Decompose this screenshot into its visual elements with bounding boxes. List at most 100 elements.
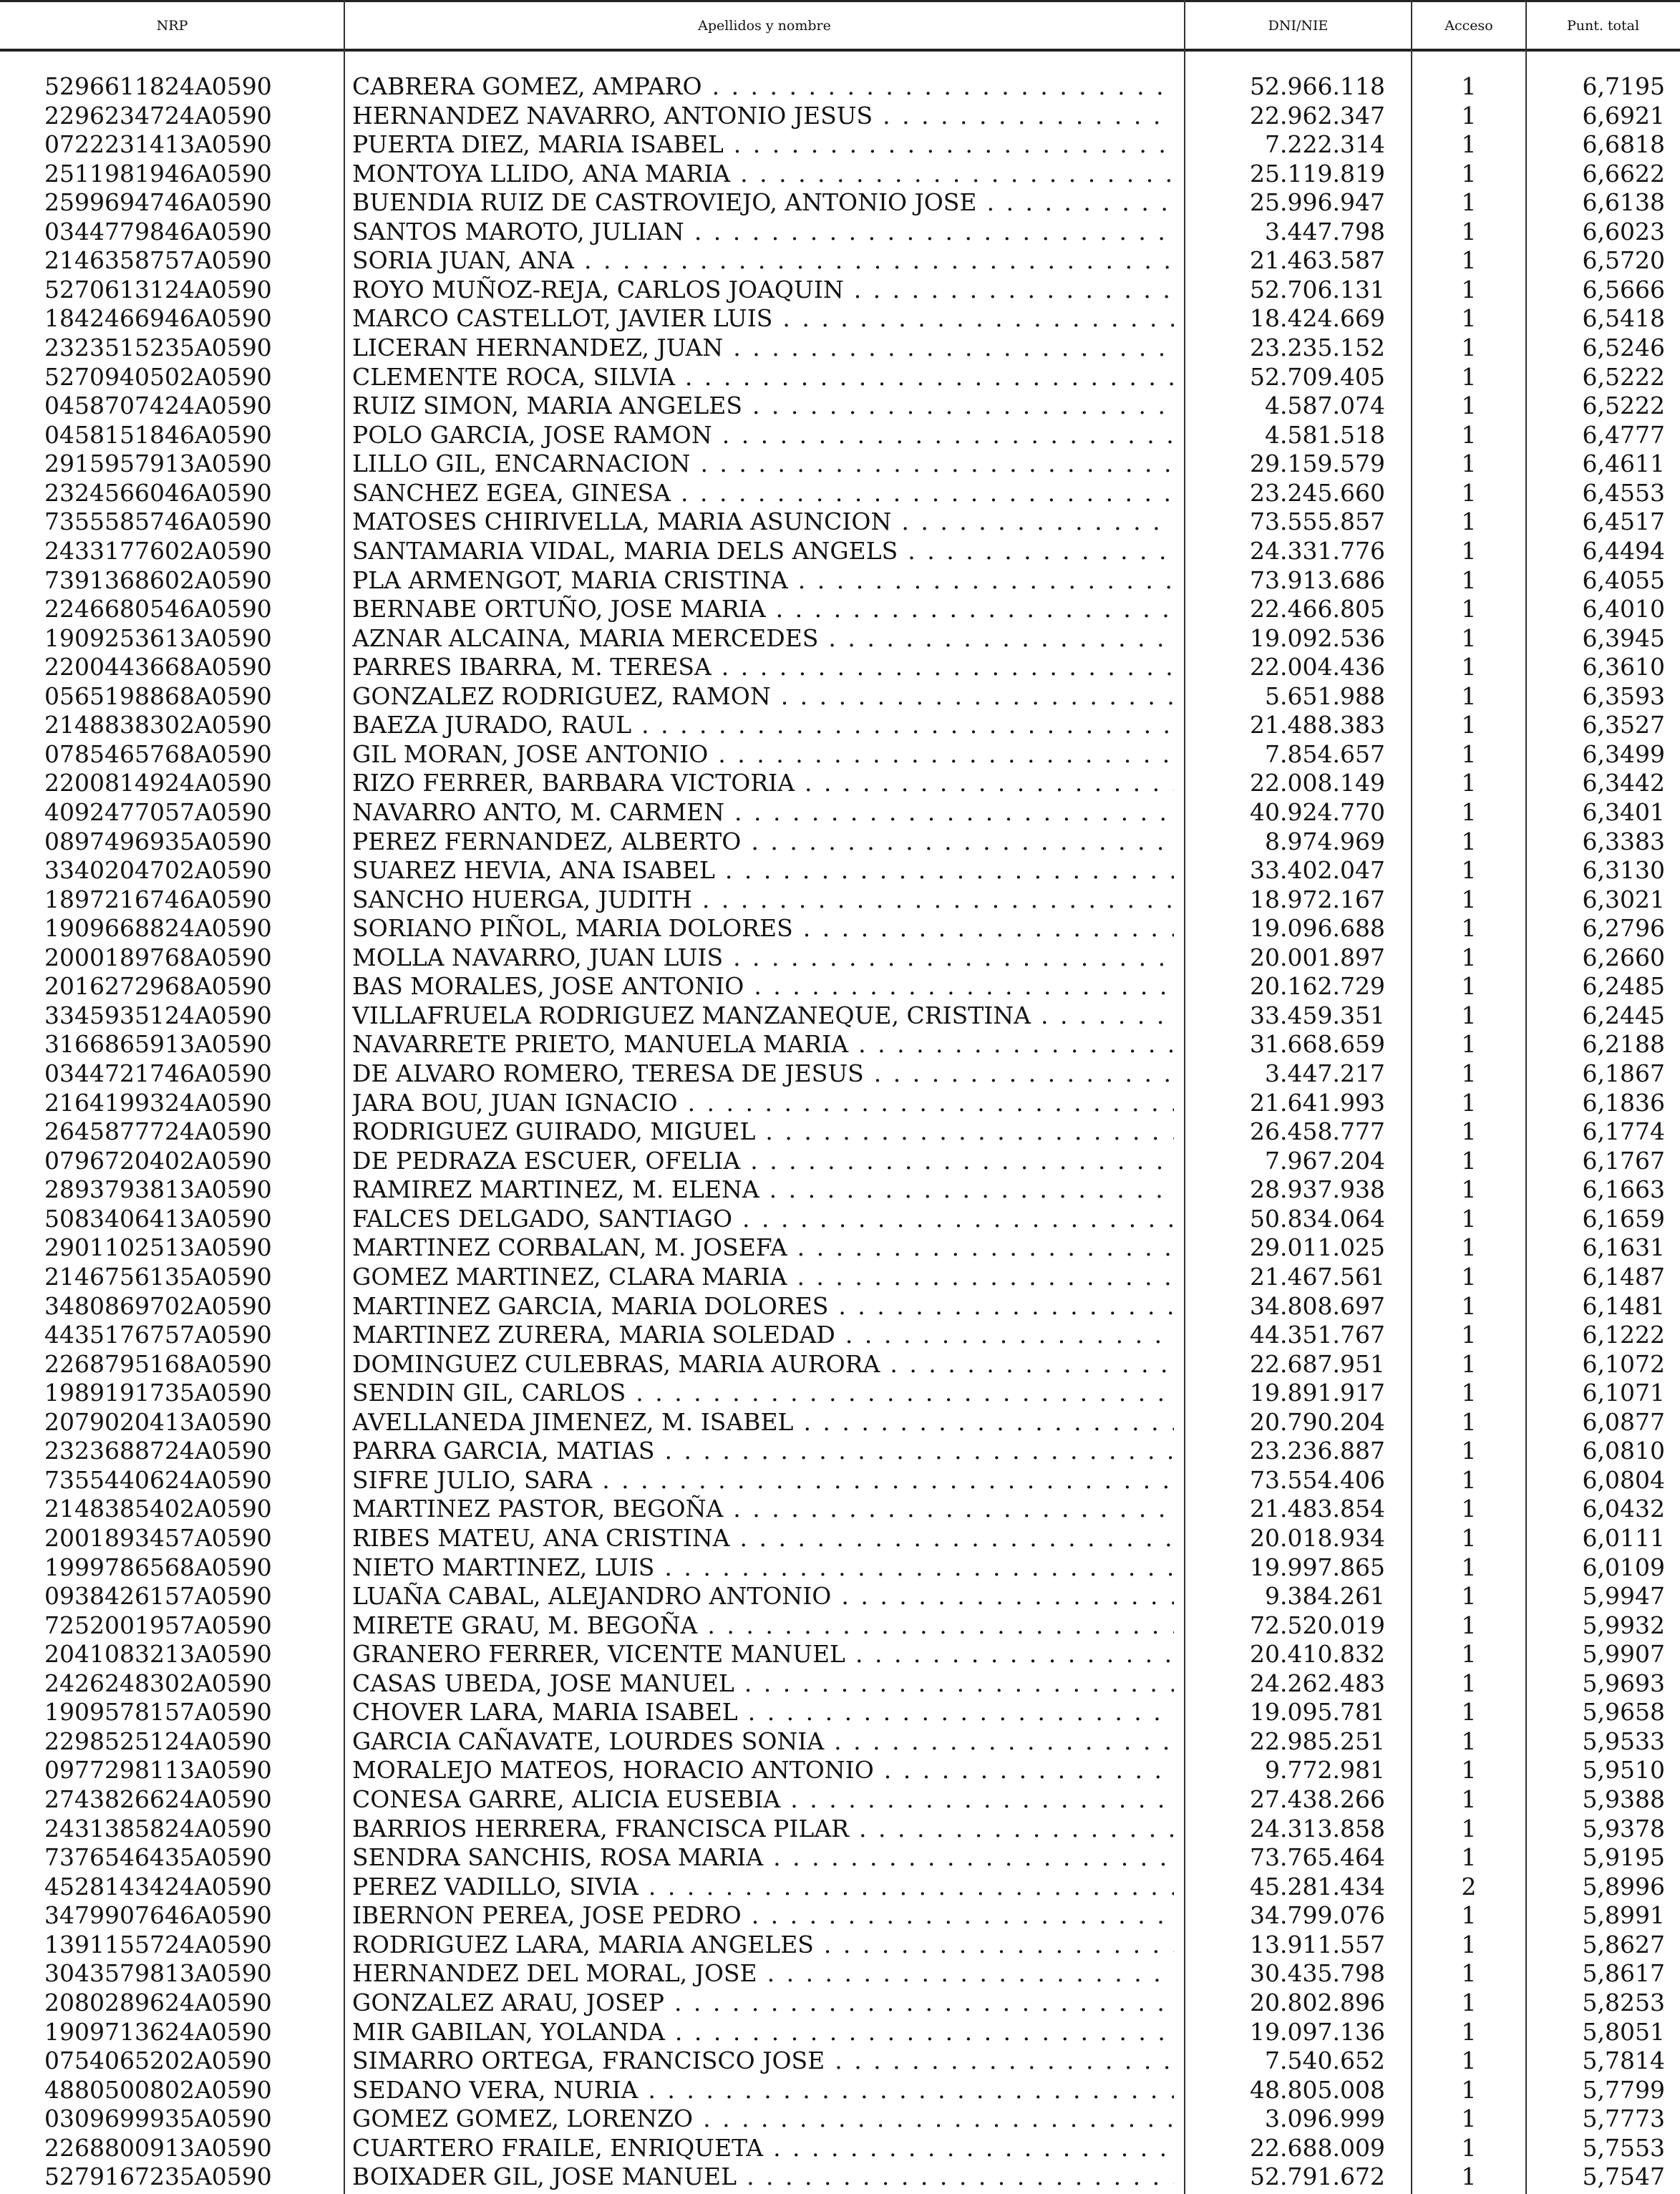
acceso-cell: 1 — [1461, 2133, 1477, 2162]
nrp-cell: 2296234724A0590 — [44, 101, 272, 130]
table-row: 2323515235A0590 LICERAN HERNANDEZ, JUAN .… — [0, 334, 1680, 363]
acceso-cell: 1 — [1461, 1117, 1477, 1146]
dot-leader: . . . . . . . . . . . . . . . . . . . . … — [838, 1291, 1174, 1320]
acceso-cell: 1 — [1461, 739, 1477, 768]
dot-leader: . . . . . . . . . . . . . . . . . . . . … — [687, 1088, 1174, 1117]
name-text: MIR GABILAN, YOLANDA — [352, 2017, 665, 2046]
name-text: BOIXADER GIL, JOSE MANUEL — [352, 2163, 737, 2191]
name-cell: VILLAFRUELA RODRIGUEZ MANZANEQUE, CRISTI… — [352, 1001, 1174, 1030]
acceso-cell: 1 — [1461, 1959, 1477, 1988]
header-name: Apellidos y nombre — [698, 17, 831, 34]
table-row: 2000189768A0590 MOLLA NAVARRO, JUAN LUIS … — [0, 943, 1680, 973]
nrp-cell: 2511981946A0590 — [44, 159, 272, 188]
name-text: NIETO MARTINEZ, LUIS — [352, 1553, 655, 1581]
dot-leader: . . . . . . . . . . . . . . . . . . . . … — [790, 1785, 1174, 1814]
table-row: 1909713624A0590 MIR GABILAN, YOLANDA . . … — [0, 2018, 1680, 2047]
table-row: 2323688724A0590 PARRA GARCIA, MATIAS . . … — [0, 1437, 1680, 1466]
puntuacion-cell: 6,5222 — [1582, 362, 1665, 391]
name-cell: GOMEZ MARTINEZ, CLARA MARIA . . . . . . … — [352, 1263, 1174, 1291]
nrp-cell: 1909668824A0590 — [44, 914, 272, 943]
table-row: 2200443668A0590 PARRES IBARRA, M. TERESA … — [0, 653, 1680, 682]
name-text: MOLLA NAVARRO, JUAN LUIS — [352, 943, 724, 971]
table-row: 1897216746A0590 SANCHO HUERGA, JUDITH . .… — [0, 885, 1680, 915]
puntuacion-cell: 5,8051 — [1582, 2017, 1665, 2046]
name-text: RAMIREZ MARTINEZ, M. ELENA — [352, 1175, 759, 1204]
dot-leader: . . . . . . . . . . . . . . . . . . . . … — [834, 1727, 1174, 1755]
name-text: MARCO CASTELLOT, JAVIER LUIS — [352, 304, 773, 333]
name-text: HERNANDEZ NAVARRO, ANTONIO JESUS — [352, 101, 873, 130]
name-text: MARTINEZ CORBALAN, M. JOSEFA — [352, 1233, 787, 1262]
nrp-cell: 0754065202A0590 — [44, 2047, 272, 2075]
dot-leader: . . . . . . . . . . . . . . . . . . . . … — [664, 1437, 1174, 1465]
acceso-cell: 1 — [1461, 885, 1477, 913]
dni-cell: 40.924.770 — [1250, 798, 1385, 826]
nrp-cell: 0458151846A0590 — [44, 420, 272, 449]
acceso-cell: 1 — [1461, 1698, 1477, 1727]
name-cell: HERNANDEZ NAVARRO, ANTONIO JESUS . . . .… — [352, 102, 1174, 130]
name-cell: LICERAN HERNANDEZ, JUAN . . . . . . . . … — [352, 334, 1174, 362]
puntuacion-cell: 6,4055 — [1582, 566, 1665, 594]
dni-cell: 20.018.934 — [1250, 1524, 1385, 1552]
acceso-cell: 1 — [1461, 1669, 1477, 1697]
nrp-cell: 7376546435A0590 — [44, 1843, 272, 1872]
acceso-cell: 1 — [1461, 1262, 1477, 1291]
name-cell: JARA BOU, JUAN IGNACIO . . . . . . . . .… — [352, 1089, 1174, 1117]
nrp-cell: 7355585746A0590 — [44, 508, 272, 536]
acceso-cell: 1 — [1461, 972, 1477, 1001]
acceso-cell: 1 — [1461, 2075, 1477, 2104]
dni-cell: 22.962.347 — [1250, 101, 1385, 130]
puntuacion-cell: 5,9195 — [1582, 1843, 1665, 1872]
puntuacion-cell: 6,4553 — [1582, 478, 1665, 507]
name-text: BARRIOS HERRERA, FRANCISCA PILAR — [352, 1814, 850, 1843]
name-text: PLA ARMENGOT, MARIA CRISTINA — [352, 566, 788, 594]
dni-cell: 33.402.047 — [1250, 856, 1385, 885]
acceso-cell: 1 — [1461, 914, 1477, 943]
nrp-cell: 4092477057A0590 — [44, 798, 272, 826]
nrp-cell: 7391368602A0590 — [44, 566, 272, 594]
name-cell: SIFRE JULIO, SARA . . . . . . . . . . . … — [352, 1466, 1174, 1495]
puntuacion-cell: 5,7799 — [1582, 2075, 1665, 2104]
dot-leader: . . . . . . . . . . . . . . . . . . . . … — [754, 972, 1174, 1001]
nrp-cell: 2645877724A0590 — [44, 1117, 272, 1146]
dni-cell: 21.641.993 — [1250, 1088, 1385, 1117]
dot-leader: . . . . . . . . . . . . . . . . . . . . … — [674, 1988, 1174, 2016]
dni-cell: 33.459.351 — [1250, 1001, 1385, 1029]
acceso-cell: 1 — [1461, 1321, 1477, 1349]
name-text: FALCES DELGADO, SANTIAGO — [352, 1204, 733, 1233]
puntuacion-cell: 5,8991 — [1582, 1901, 1665, 1930]
table-row: 0565198868A0590 GONZALEZ RODRIGUEZ, RAMON… — [0, 682, 1680, 712]
dot-leader: . . . . . . . . . . . . . . . . . . . . … — [828, 623, 1174, 652]
acceso-cell: 1 — [1461, 711, 1477, 739]
dot-leader: . . . . . . . . . . . . . . . . . . . . … — [747, 2163, 1174, 2191]
table-row: 1391155724A0590 RODRIGUEZ LARA, MARIA ANG… — [0, 1931, 1680, 1960]
dot-leader: . . . . . . . . . . . . . . . . . . . . … — [853, 275, 1174, 304]
dni-cell: 19.891.917 — [1250, 1379, 1385, 1407]
name-text: JARA BOU, JUAN IGNACIO — [352, 1088, 678, 1117]
name-cell: CLEMENTE ROCA, SILVIA . . . . . . . . . … — [352, 363, 1174, 392]
dni-cell: 21.467.561 — [1250, 1262, 1385, 1291]
nrp-cell: 1909578157A0590 — [44, 1698, 272, 1727]
acceso-cell: 1 — [1461, 217, 1477, 246]
table-row: 7355440624A0590 SIFRE JULIO, SARA . . . .… — [0, 1466, 1680, 1495]
puntuacion-cell: 5,9388 — [1582, 1785, 1665, 1814]
acceso-cell: 1 — [1461, 1465, 1477, 1494]
puntuacion-cell: 6,5720 — [1582, 246, 1665, 275]
name-text: LICERAN HERNANDEZ, JUAN — [352, 334, 724, 362]
nrp-cell: 1842466946A0590 — [44, 304, 272, 333]
acceso-cell: 1 — [1461, 1175, 1477, 1204]
name-cell: BAEZA JURADO, RAUL . . . . . . . . . . .… — [352, 711, 1174, 739]
acceso-cell: 1 — [1461, 1001, 1477, 1029]
nrp-cell: 1391155724A0590 — [44, 1930, 272, 1958]
nrp-cell: 2268800913A0590 — [44, 2133, 272, 2162]
puntuacion-cell: 6,6622 — [1582, 159, 1665, 188]
acceso-cell: 1 — [1461, 769, 1477, 797]
name-cell: DE PEDRAZA ESCUER, OFELIA . . . . . . . … — [352, 1147, 1174, 1175]
name-text: DE PEDRAZA ESCUER, OFELIA — [352, 1146, 741, 1175]
dni-cell: 29.159.579 — [1250, 450, 1385, 478]
name-text: AVELLANEDA JIMENEZ, M. ISABEL — [352, 1407, 794, 1436]
name-text: CUARTERO FRAILE, ENRIQUETA — [352, 2133, 764, 2162]
header-rule — [0, 49, 1680, 52]
table-row: 3479907646A0590 IBERNON PEREA, JOSE PEDRO… — [0, 1901, 1680, 1931]
acceso-cell: 1 — [1461, 159, 1477, 188]
dot-leader: . . . . . . . . . . . . . . . . . . . . … — [636, 1379, 1174, 1407]
